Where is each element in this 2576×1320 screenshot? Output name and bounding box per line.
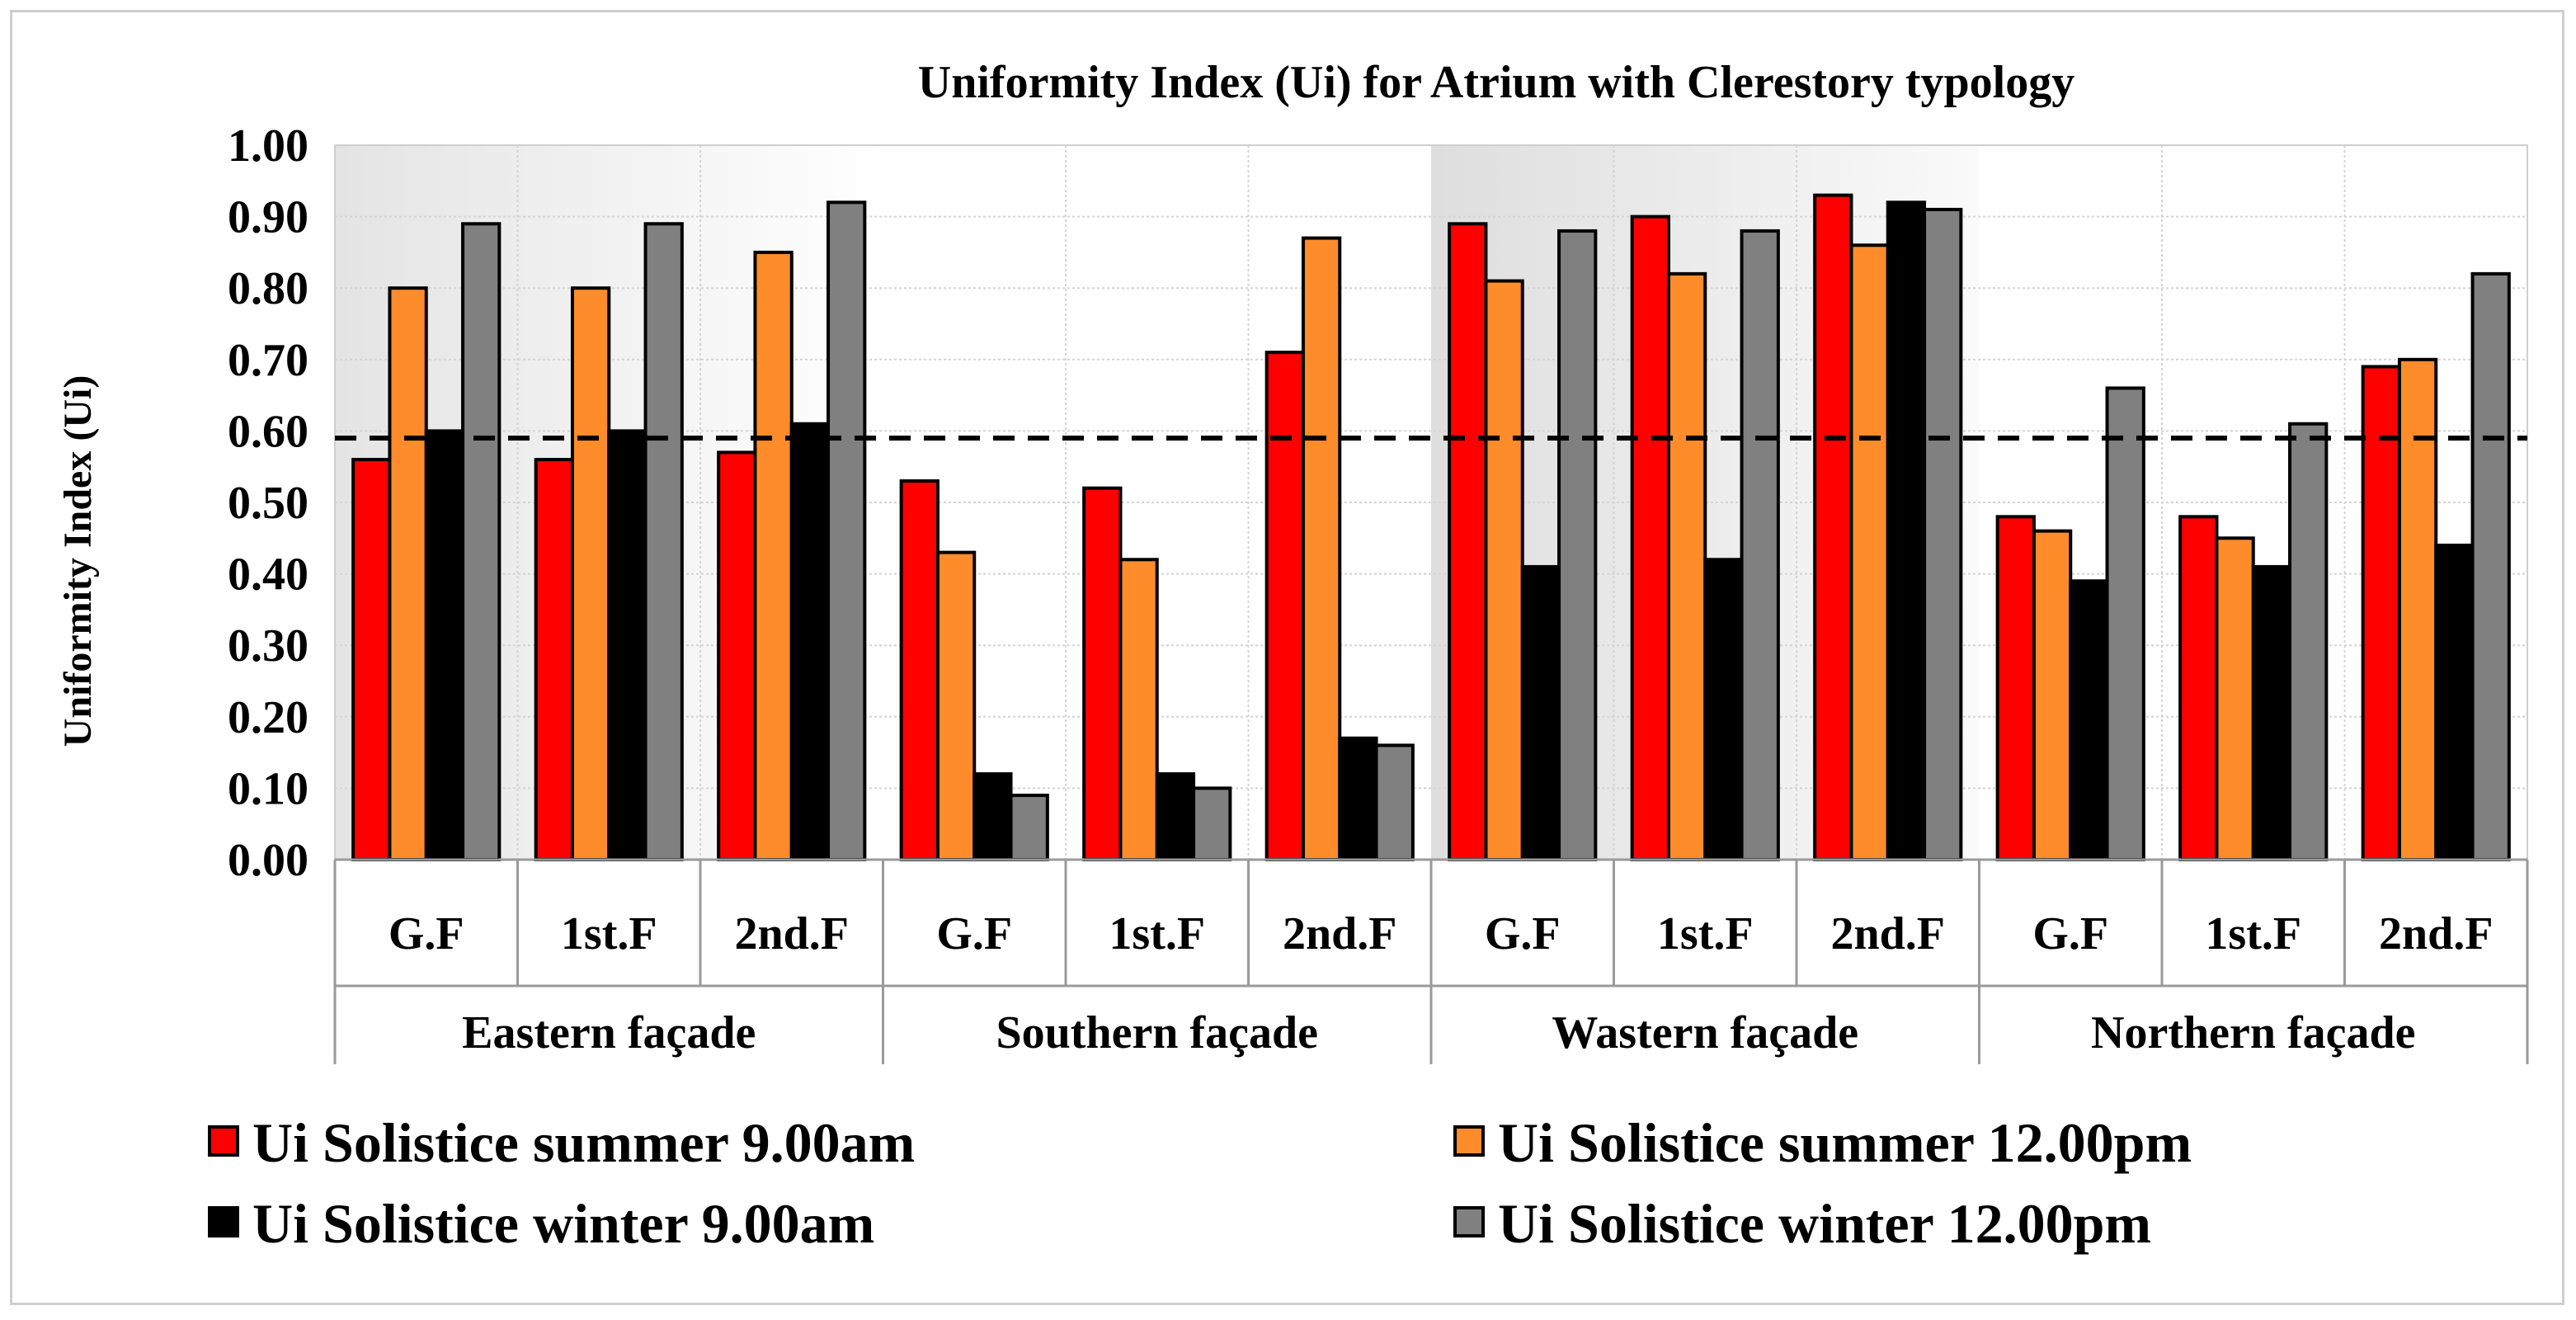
bar (1118, 558, 1159, 862)
legend-swatch (208, 1125, 239, 1157)
y-tick-label: 0.20 (228, 692, 308, 743)
x-tick-label: 1st.F (1657, 908, 1754, 959)
bar (935, 550, 977, 861)
bar (2105, 386, 2145, 861)
bar (1849, 243, 1890, 861)
bar (1338, 736, 1378, 862)
bar (1301, 236, 1342, 861)
group-label: Southern façade (996, 1007, 1318, 1058)
x-tick-label: 2nd.F (1831, 908, 1946, 959)
bar (1374, 743, 1415, 861)
chart-title: Uniformity Index (Ui) for Atrium with Cl… (918, 57, 2074, 108)
bar (1520, 564, 1561, 861)
bar (1192, 786, 1232, 862)
y-tick-label: 0.70 (228, 335, 308, 386)
bar (1813, 193, 1853, 861)
x-tick-label: G.F (2032, 908, 2108, 959)
legend-label: Ui Solistice summer 12.00pm (1498, 1111, 2192, 1174)
legend-label: Ui Solistice winter 12.00pm (1498, 1192, 2151, 1255)
y-tick-label: 1.00 (228, 120, 308, 172)
y-tick-label: 0.60 (228, 406, 308, 457)
bar (1264, 351, 1305, 861)
bar (789, 422, 831, 861)
group-label: Eastern façade (462, 1007, 756, 1058)
bar (607, 429, 648, 861)
bar (1886, 200, 1927, 861)
bar (643, 222, 684, 861)
x-tick-label: 2nd.F (1283, 908, 1397, 959)
bar (2215, 536, 2255, 861)
bar (1740, 229, 1780, 862)
bar (2288, 422, 2329, 861)
x-tick-label: G.F (936, 908, 1012, 959)
bar (753, 250, 794, 861)
bar (2251, 564, 2292, 861)
x-tick-label: 1st.F (561, 908, 657, 959)
legend-label: Ui Solistice winter 9.00am (252, 1192, 874, 1255)
x-tick-label: G.F (1485, 908, 1561, 959)
bar (1703, 558, 1744, 862)
x-tick-label: 2nd.F (2379, 908, 2494, 959)
legend-swatch (1453, 1125, 1485, 1157)
bar (2178, 515, 2219, 861)
legend-swatch (1453, 1206, 1485, 1238)
bar (1557, 229, 1598, 862)
bar (388, 286, 428, 861)
x-tick-label: 2nd.F (735, 908, 850, 959)
bar (2397, 357, 2438, 861)
legend-swatch (208, 1206, 239, 1238)
y-tick-label: 0.50 (228, 478, 308, 529)
bar (1630, 214, 1670, 862)
group-label: Northern façade (2091, 1007, 2415, 1058)
bar (826, 200, 867, 861)
bar (2361, 365, 2401, 861)
bar (461, 222, 502, 861)
x-tick-label: 1st.F (1109, 908, 1205, 959)
bar (351, 458, 392, 861)
bar (1009, 794, 1049, 861)
bar (1155, 772, 1196, 862)
bar (2032, 529, 2073, 861)
bar (972, 772, 1013, 862)
bar (2470, 271, 2511, 861)
bar (1923, 207, 1963, 861)
y-tick-label: 0.10 (228, 763, 308, 814)
y-tick-label: 0.30 (228, 620, 308, 672)
bar (1666, 271, 1707, 861)
bar (1995, 515, 2036, 861)
y-axis-label: Uniformity Index (Ui) (56, 375, 100, 747)
bar (717, 450, 757, 861)
axes: 0.00 0.10 0.20 0.30 0.40 0.50 0.60 0.70 0.80 0.90… (228, 120, 2529, 1064)
bar (1484, 279, 1524, 862)
bar (570, 286, 611, 861)
bar (2434, 543, 2475, 862)
bar (1082, 486, 1123, 861)
x-tick-label: 1st.F (2205, 908, 2301, 959)
y-tick-label: 0.80 (228, 263, 308, 314)
y-tick-label: 0.90 (228, 192, 308, 243)
y-tick-label: 0.40 (228, 549, 308, 601)
bar (1448, 222, 1488, 861)
legend-label: Ui Solistice summer 9.00am (252, 1111, 915, 1174)
bar (424, 429, 465, 861)
x-tick-label: G.F (389, 908, 464, 959)
y-tick-label: 0.00 (228, 835, 308, 886)
bar (2069, 579, 2109, 861)
group-label: Wastern façade (1552, 1007, 1858, 1058)
bar (534, 458, 574, 861)
legend: Ui Solistice summer 9.00am Ui Solistice s… (208, 1111, 2192, 1255)
bar (899, 479, 940, 862)
